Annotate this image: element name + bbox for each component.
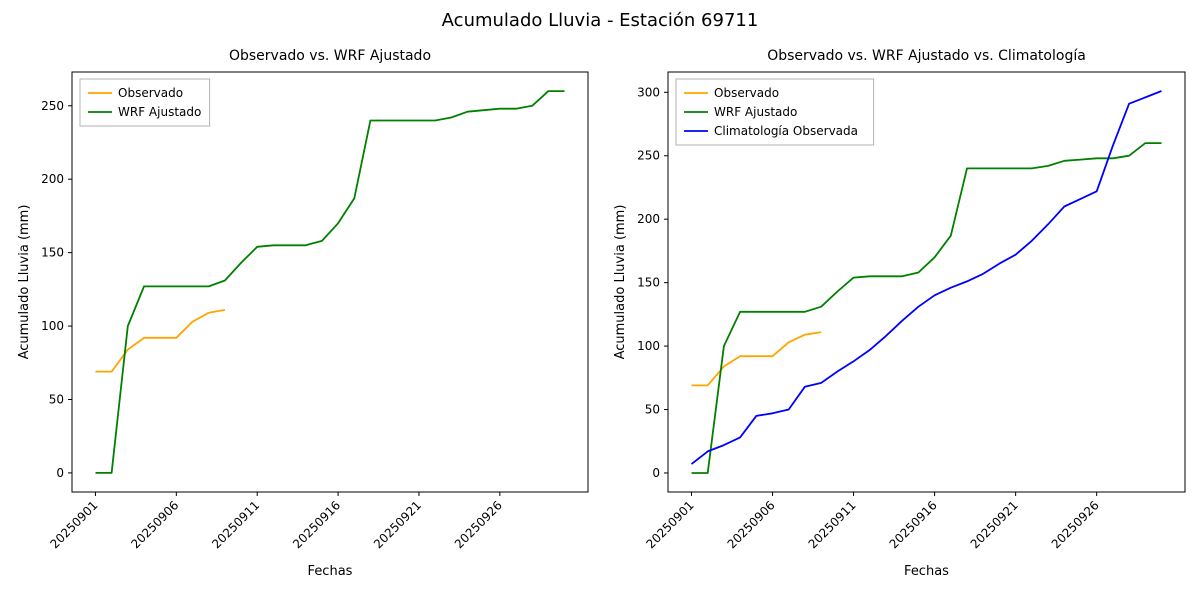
y-axis-label: Acumulado Lluvia (mm) <box>613 205 628 360</box>
series-wrf-ajustado-line <box>95 90 565 474</box>
x-axis-tick-label: 20250916 <box>887 498 940 551</box>
legend-frame <box>675 78 875 146</box>
y-axis-tick-label: 250 <box>41 99 64 113</box>
y-axis-tick-label: 0 <box>56 466 64 480</box>
y-axis-tick-label: 150 <box>41 246 64 260</box>
series-wrf-ajustado-line <box>691 142 1162 474</box>
x-axis-tick-label: 20250916 <box>290 498 343 551</box>
series-observado-line <box>691 331 822 387</box>
x-axis-label: Fechas <box>308 564 353 579</box>
x-axis-tick-label: 20250926 <box>1049 498 1102 551</box>
legend-label-wrf-ajustado: WRF Ajustado <box>118 105 201 119</box>
left-chart: 0 50 100 150 200 250 20250901 20250906 20250911 2… <box>17 48 589 579</box>
x-axis-label: Fechas <box>904 564 949 579</box>
legend-frame <box>79 78 211 127</box>
x-axis-tick-label: 20250906 <box>128 498 181 551</box>
y-axis-label: Acumulado Lluvia (mm) <box>17 205 32 360</box>
legend-label-observado: Observado <box>118 86 183 100</box>
x-axis-tick-label: 20250911 <box>209 498 262 551</box>
y-axis-tick-label: 50 <box>49 392 64 406</box>
right-chart: 0 50 100 150 200 250 300 20250901 20250906 202509… <box>613 48 1186 579</box>
subplot-title: Observado vs. WRF Ajustado vs. Climatolo… <box>767 48 1086 64</box>
x-axis-tick-label: 20250921 <box>371 498 424 551</box>
series-observado-line <box>95 309 226 373</box>
legend-label-observado: Observado <box>714 86 779 100</box>
x-axis-tick-label: 20250921 <box>968 498 1021 551</box>
y-axis-tick-label: 100 <box>637 339 660 353</box>
x-axis-tick-label: 20250906 <box>725 498 778 551</box>
y-axis-tick-label: 250 <box>637 149 660 163</box>
legend-label-wrf-ajustado: WRF Ajustado <box>714 105 797 119</box>
series-climatolog-a-observada-line <box>690 90 1162 465</box>
y-axis-tick-label: 200 <box>41 172 64 186</box>
y-axis-tick-label: 50 <box>645 403 660 417</box>
subplot-title: Observado vs. WRF Ajustado <box>229 48 431 64</box>
x-axis-tick-label: 20250901 <box>644 498 697 551</box>
y-axis-tick-label: 200 <box>637 212 660 226</box>
x-axis-tick-label: 20250926 <box>452 498 505 551</box>
figure-title: Acumulado Lluvia - Estación 69711 <box>441 10 759 31</box>
y-axis-tick-label: 100 <box>41 319 64 333</box>
y-axis-tick-label: 150 <box>637 276 660 290</box>
legend-label-climatolog-a-observada: Climatología Observada <box>714 124 858 138</box>
y-axis-tick-label: 300 <box>637 85 660 99</box>
x-axis-tick-label: 20250911 <box>806 498 859 551</box>
axes-frame <box>667 71 1186 493</box>
axes-frame <box>71 71 589 493</box>
x-axis-tick-label: 20250901 <box>47 498 100 551</box>
y-axis-tick-label: 0 <box>652 466 660 480</box>
